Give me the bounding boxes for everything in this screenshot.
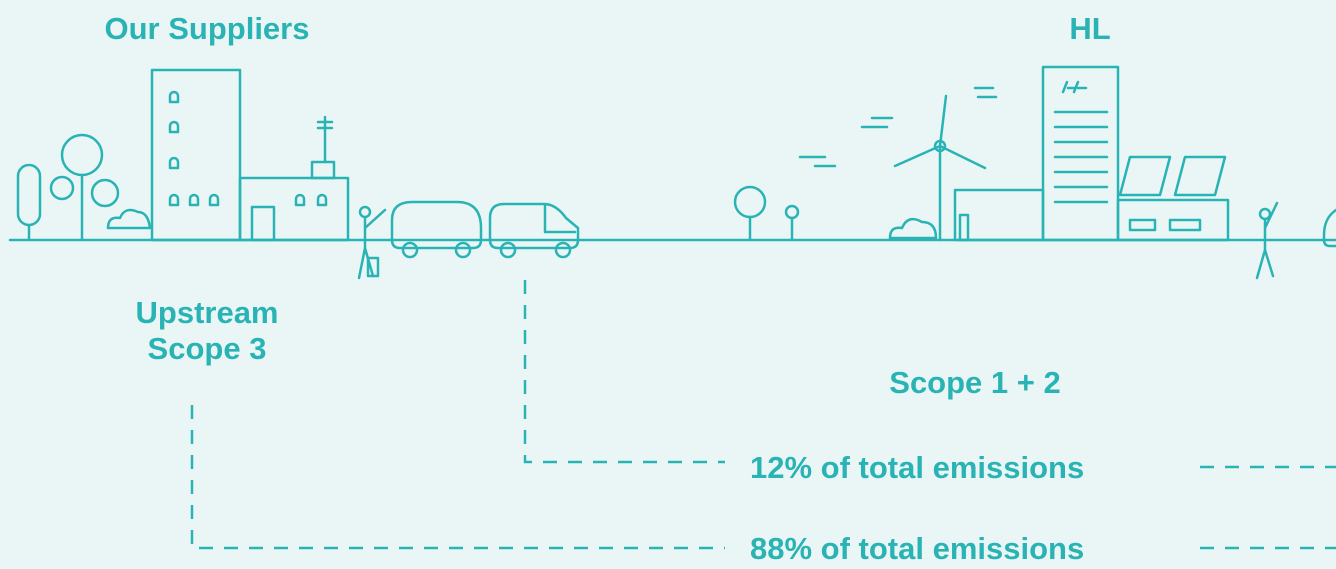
- scope12-label: Scope 1 + 2: [889, 365, 1060, 400]
- illustration: [8, 65, 1336, 280]
- emissions-label: 12% of total emissions: [750, 450, 1084, 485]
- suppliers-title: Our Suppliers: [105, 11, 310, 46]
- company-title: HL: [1069, 11, 1110, 46]
- connectors: [190, 280, 1336, 550]
- upstream-label: Upstream: [136, 295, 279, 330]
- upstream-label: Scope 3: [148, 331, 267, 366]
- emissions-label: 88% of total emissions: [750, 531, 1084, 566]
